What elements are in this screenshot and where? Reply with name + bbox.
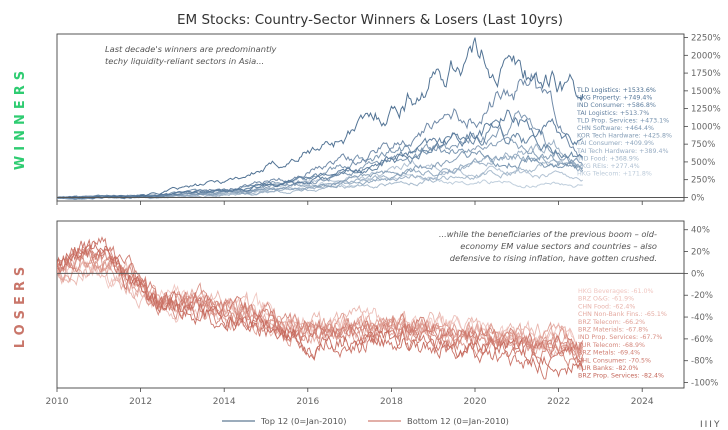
x-tick-label: 2020 xyxy=(464,397,487,407)
winner-end-label: KOR Tech Hardware: +425.8% xyxy=(577,133,672,140)
loser-end-label: HKG Beverages: -61.0% xyxy=(578,288,654,295)
winner-end-label: IND Consumer: +586.8% xyxy=(577,102,656,109)
losers-series-group xyxy=(57,236,584,380)
winners-y-tick-label: 1500% xyxy=(691,87,721,97)
x-tick-label: 2012 xyxy=(129,397,152,407)
winner-end-label: TLD Logistics: +1533.6% xyxy=(576,87,656,94)
loser-series-line xyxy=(57,245,584,359)
winner-end-label: HKG Telecom: +171.8% xyxy=(577,171,652,178)
winner-series-line xyxy=(57,37,584,199)
loser-series-line xyxy=(57,238,584,378)
loser-end-label: CHN Food: -62.4% xyxy=(578,303,635,310)
winner-end-label: HKG Property: +749.4% xyxy=(577,95,652,102)
winners-y-tick-label: 2000% xyxy=(691,51,721,61)
losers-end-labels: HKG Beverages: -61.0%BRZ O&G: -61.9%CHN … xyxy=(577,288,667,380)
loser-series-line xyxy=(57,248,583,358)
winner-series-line xyxy=(57,143,583,199)
x-tick-label: 2024 xyxy=(631,397,654,407)
winners-y-tick-label: 1000% xyxy=(691,122,721,132)
loser-series-line xyxy=(57,244,584,363)
losers-annotation-line-3: defensive to rising inflation, have gott… xyxy=(450,253,657,263)
winner-end-label: TLD Prop. Services: +473.1% xyxy=(576,117,669,124)
losers-y-tick-label: -100% xyxy=(691,379,718,389)
losers-y-tick-label: -80% xyxy=(691,357,713,367)
winners-y-tick-label: 750% xyxy=(691,140,715,150)
winner-end-label: TAI Consumer: +409.9% xyxy=(576,140,654,147)
x-tick-label: 2018 xyxy=(380,397,403,407)
winners-annotation-line-1: Last decade's winners are predominantly xyxy=(105,44,277,54)
winners-y-tick-label: 250% xyxy=(691,176,715,186)
legend-label-top12: Top 12 (0=Jan-2010) xyxy=(260,416,346,426)
winners-y-tick-label: 0% xyxy=(691,193,705,203)
loser-end-label: CHN Non-Bank Fins.: -65.1% xyxy=(578,311,667,318)
winners-y-tick-label: 2250% xyxy=(691,34,721,44)
brand-logo: IIIY xyxy=(700,420,721,430)
winner-end-label: CHN Software: +464.4% xyxy=(577,125,654,132)
loser-end-label: BRZ Prop. Services: -82.4% xyxy=(578,373,664,380)
chart-title: EM Stocks: Country-Sector Winners & Lose… xyxy=(177,12,563,28)
losers-y-axis: 40% 20% 0% -20% -40% -60% -80% -100% xyxy=(684,226,718,389)
loser-end-label: BRZ Materials: -67.8% xyxy=(578,327,648,334)
x-tick-label: 2014 xyxy=(213,397,236,407)
winner-end-label: TAI Logistics: +513.7% xyxy=(576,110,649,117)
winners-y-axis: 2250% 2000% 1750% 1500% 1250% 1000% 750% 500% 25… xyxy=(684,34,721,203)
loser-series-line xyxy=(57,243,584,368)
losers-annotation-line-1: ...while the beneficiaries of the previo… xyxy=(439,229,657,239)
winners-side-label: WINNERS xyxy=(13,66,28,170)
losers-panel-frame xyxy=(56,220,685,389)
losers-annotation-line-2: economy EM value sectors and countries –… xyxy=(460,241,657,251)
loser-end-label: BRZ Metals: -69.4% xyxy=(578,350,640,357)
losers-y-tick-label: -40% xyxy=(691,313,713,323)
winners-y-tick-label: 1250% xyxy=(691,105,721,115)
loser-end-label: TUR Telecom: -68.9% xyxy=(577,342,645,349)
winners-annotation-line-2: techy liquidity-reliant sectors in Asia.… xyxy=(105,56,264,66)
losers-y-tick-label: -60% xyxy=(691,335,713,345)
winners-y-tick-label: 1750% xyxy=(691,69,721,79)
x-axis: 2010 2012 2014 2016 2018 2020 2022 2024 xyxy=(46,201,654,407)
winner-end-label: IND Food: +368.9% xyxy=(577,155,639,162)
loser-end-label: CHL Consumer: -70.5% xyxy=(578,357,651,364)
winners-panel-frame xyxy=(56,33,685,202)
loser-end-label: IND Prop. Services: -67.7% xyxy=(578,334,662,341)
winners-y-tick-label: 500% xyxy=(691,158,715,168)
losers-y-tick-label: 40% xyxy=(691,226,710,236)
legend-label-bottom12: Bottom 12 (0=Jan-2010) xyxy=(407,416,509,426)
winner-end-label: HKG REIs: +277.4% xyxy=(577,163,640,170)
loser-end-label: TUR Banks: -82.0% xyxy=(577,365,638,372)
losers-y-tick-label: 20% xyxy=(691,248,710,258)
x-tick-label: 2022 xyxy=(547,397,570,407)
winners-end-labels: TLD Logistics: +1533.6%HKG Property: +74… xyxy=(576,87,672,178)
losers-y-tick-label: -20% xyxy=(691,291,713,301)
x-tick-label: 2016 xyxy=(296,397,319,407)
x-tick-label: 2010 xyxy=(46,397,69,407)
winners-series-group xyxy=(57,37,584,200)
losers-y-tick-label: 0% xyxy=(691,269,705,279)
losers-side-label: LOSERS xyxy=(13,262,28,349)
loser-end-label: BRZ O&G: -61.9% xyxy=(578,296,634,303)
loser-end-label: BRZ Telecom: -66.2% xyxy=(578,319,645,326)
winner-end-label: TAI Tech Hardware: +389.4% xyxy=(576,148,668,155)
winner-series-line xyxy=(57,109,583,199)
